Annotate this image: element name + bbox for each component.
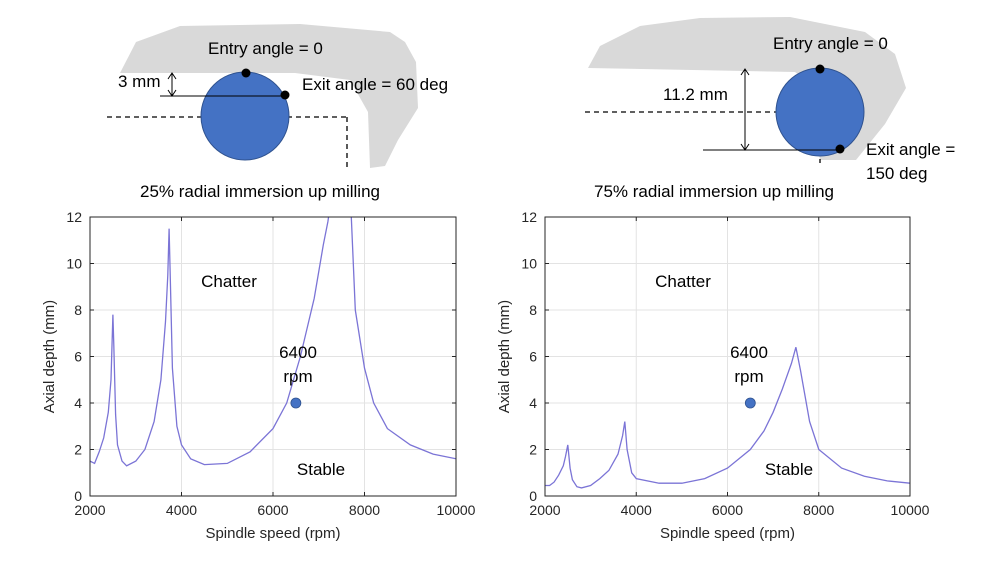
arrowhead-up-left [167,72,177,80]
chart-annotation-chatter: Chatter [201,272,257,291]
x-tick-label: 4000 [166,502,197,518]
x-tick-label: 10000 [891,502,930,518]
exit-point-left [280,90,290,100]
x-axis-label: Spindle speed (rpm) [660,525,795,542]
x-tick-label: 8000 [803,502,834,518]
stability-chart-left: 2000 4000 6000 8000 10000 0 2 4 6 8 10 12 Spindle sp… [41,209,476,542]
caption-right: 75% radial immersion up milling [594,182,834,201]
diagram-right: Entry angle = 0 Exit angle = 150 deg 11.… [585,17,955,201]
x-tick-label: 6000 [712,502,743,518]
y-tick-label: 6 [529,349,537,365]
chart-annotation-rpm-unit: rpm [734,367,763,386]
stability-lobe-curve [545,347,910,489]
cutter-right [775,67,865,157]
y-tick-label: 10 [521,256,537,272]
exit-angle-label-left: Exit angle = 60 deg [302,75,448,94]
x-tick-label: 8000 [349,502,380,518]
y-tick-label: 8 [74,302,82,318]
y-tick-label: 4 [74,395,82,411]
operating-point-marker [290,397,302,409]
exit-point-right [835,144,845,154]
arrowhead-down-right [740,143,750,151]
chart-annotation-chatter: Chatter [655,272,711,291]
x-axis-label: Spindle speed (rpm) [205,525,340,542]
x-tick-label: 6000 [257,502,288,518]
entry-point-right [815,64,825,74]
cutter-left [200,71,290,161]
y-tick-label: 4 [529,395,537,411]
chart-annotation-stable: Stable [297,460,345,479]
y-tick-label: 0 [74,488,82,504]
y-tick-label: 2 [74,442,82,458]
chart-annotation-rpm-value: 6400 [730,343,768,362]
y-tick-label: 10 [66,256,82,272]
diagram-left: Entry angle = 0 Exit angle = 60 deg 3 mm… [107,24,448,201]
caption-left: 25% radial immersion up milling [140,182,380,201]
entry-angle-label-left: Entry angle = 0 [208,39,323,58]
operating-point-marker [744,397,756,409]
y-tick-label: 0 [529,488,537,504]
y-tick-label: 12 [66,209,82,225]
entry-point-left [241,68,251,78]
stability-lobe-curve [90,217,456,467]
x-tick-label: 10000 [437,502,476,518]
y-axis-label: Axial depth (mm) [41,300,58,413]
entry-angle-label-right: Entry angle = 0 [773,34,888,53]
exit-angle-label-right: Exit angle = [866,140,955,159]
depth-label-left: 3 mm [118,72,161,91]
chart-annotation-rpm-unit: rpm [283,367,312,386]
arrowhead-up-right [740,68,750,76]
x-tick-label: 2000 [74,502,105,518]
stability-chart-right: 2000 4000 6000 8000 10000 0 2 4 6 8 10 12 Spindle sp… [496,209,930,542]
arrowhead-down-left [167,89,177,97]
y-tick-label: 2 [529,442,537,458]
exit-angle-label-right-line2: 150 deg [866,164,927,183]
chart-annotation-rpm-value: 6400 [279,343,317,362]
depth-label-right: 11.2 mm [663,85,728,104]
y-tick-label: 6 [74,349,82,365]
x-tick-label: 2000 [529,502,560,518]
y-tick-label: 12 [521,209,537,225]
x-tick-label: 4000 [621,502,652,518]
y-tick-label: 8 [529,302,537,318]
y-axis-label: Axial depth (mm) [496,300,513,413]
workpiece-left [120,24,418,168]
chart-annotation-stable: Stable [765,460,813,479]
